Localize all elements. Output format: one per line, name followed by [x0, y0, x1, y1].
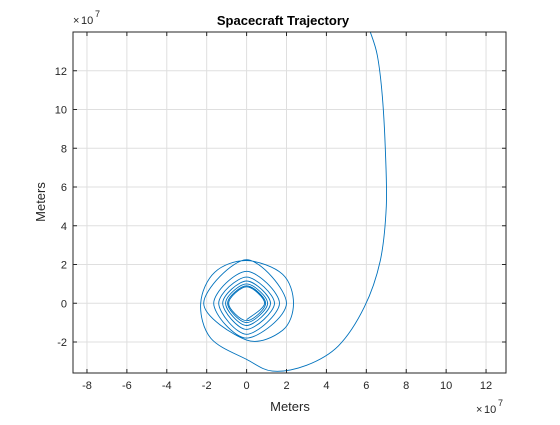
y-tick-label: 8 — [61, 143, 67, 155]
x-axis-label: Meters — [270, 399, 310, 414]
x-tick-label: 0 — [244, 380, 250, 392]
x-multiplier-times: × — [476, 404, 482, 416]
x-tick-label: 12 — [480, 380, 492, 392]
y-tick-label: -2 — [57, 337, 67, 349]
y-multiplier: × 10 7 — [73, 9, 100, 27]
x-tick-label: -4 — [162, 380, 172, 392]
x-multiplier: × 10 7 — [476, 398, 503, 416]
y-tick-label: 2 — [61, 260, 67, 272]
x-tick-label: -2 — [202, 380, 212, 392]
x-tick-label: 2 — [283, 380, 289, 392]
x-multiplier-exponent: 7 — [498, 398, 503, 408]
x-multiplier-base: 10 — [484, 404, 496, 416]
y-multiplier-base: 10 — [81, 15, 93, 27]
x-tick-label: -6 — [122, 380, 132, 392]
y-multiplier-exponent: 7 — [95, 9, 100, 19]
y-tick-label: 10 — [55, 105, 67, 117]
x-tick-label: 8 — [403, 380, 409, 392]
y-tick-label: 12 — [55, 66, 67, 78]
x-tick-label: 10 — [440, 380, 452, 392]
y-multiplier-times: × — [73, 15, 79, 27]
y-tick-label: 6 — [61, 182, 67, 194]
x-tick-label: 6 — [363, 380, 369, 392]
y-tick-label: 4 — [61, 221, 67, 233]
chart-title: Spacecraft Trajectory — [217, 13, 350, 28]
x-tick-label: -8 — [82, 380, 92, 392]
y-tick-label: 0 — [61, 298, 67, 310]
x-tick-label: 4 — [323, 380, 329, 392]
y-axis-label: Meters — [33, 182, 48, 222]
